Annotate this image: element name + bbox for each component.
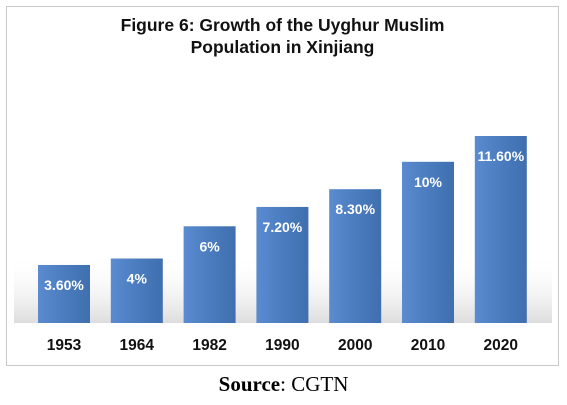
source-label: Source <box>218 372 281 396</box>
x-tick-1964: 1964 <box>120 337 155 354</box>
x-tick-1982: 1982 <box>192 337 226 354</box>
data-label-1953: 3.60% <box>44 277 84 293</box>
source-caption: Source: CGTN <box>0 372 567 397</box>
chart-title: Figure 6: Growth of the Uyghur Muslim Po… <box>6 14 559 58</box>
data-label-2010: 10% <box>414 174 443 190</box>
source-separator: : <box>280 372 292 396</box>
bar-2000 <box>329 189 382 323</box>
data-label-1982: 6% <box>199 238 220 254</box>
x-tick-2020: 2020 <box>484 337 518 354</box>
chart-title-line-2: Population in Xinjiang <box>190 37 375 57</box>
bar-1990 <box>256 206 309 323</box>
bar-1953 <box>38 264 90 323</box>
data-label-1964: 4% <box>127 271 148 287</box>
bar-1982 <box>183 226 236 323</box>
bar-1964 <box>110 258 163 323</box>
x-tick-2000: 2000 <box>338 337 372 354</box>
bar-2010 <box>402 161 454 323</box>
x-tick-1953: 1953 <box>47 337 82 354</box>
x-tick-2010: 2010 <box>411 337 445 354</box>
data-label-2020: 11.60% <box>477 148 524 164</box>
data-label-1990: 7.20% <box>263 219 303 235</box>
source-value: CGTN <box>291 372 349 396</box>
chart-title-line-1: Figure 6: Growth of the Uyghur Muslim <box>120 15 445 35</box>
x-tick-1990: 1990 <box>265 337 299 354</box>
data-label-2000: 8.30% <box>335 201 375 217</box>
bar-2020 <box>474 136 527 323</box>
